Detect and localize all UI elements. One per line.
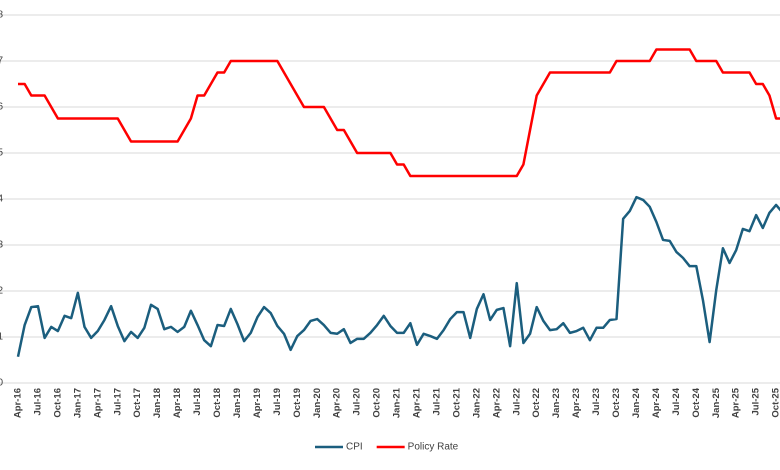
y-tick-label: 5 [0,148,3,159]
x-tick-label: Apr-17 [92,388,103,418]
x-tick-label: Jan-17 [72,388,83,418]
x-tick-label: Apr-16 [13,388,24,418]
x-tick-label: Apr-22 [491,388,502,418]
x-tick-label: Jul-17 [112,388,123,415]
y-tick-label: 3 [0,240,3,251]
legend-label: Policy Rate [408,442,459,453]
x-tick-label: Oct-21 [451,387,462,417]
x-tick-label: Oct-22 [531,388,542,418]
y-tick-label: 0 [0,378,3,389]
x-tick-label: Apr-20 [332,388,343,418]
x-tick-label: Jan-18 [152,388,163,418]
y-tick-label: 2 [0,286,3,297]
x-tick-label: Jan-19 [232,388,243,418]
line-series [16,195,780,358]
x-tick-label: Jul-18 [192,388,203,415]
x-tick-label: Oct-25 [771,387,780,417]
x-tick-label: Jul-25 [751,387,762,415]
x-tick-label: Jan-23 [551,388,562,418]
x-tick-label: Oct-17 [132,388,143,418]
x-tick-label: Apr-19 [252,388,263,418]
line-series [18,48,780,178]
x-tick-label: Jul-16 [32,388,43,415]
x-tick-label: Jul-22 [511,388,522,415]
x-tick-label: Jan-25 [711,387,722,418]
y-tick-label: 4 [0,194,3,205]
x-tick-label: Apr-24 [651,387,662,418]
y-tick-label: 1 [0,332,3,343]
x-tick-label: Jul-21 [431,387,442,415]
x-tick-label: Apr-21 [412,387,423,418]
x-tick-label: Oct-23 [611,388,622,418]
x-tick-label: Oct-20 [372,388,383,418]
x-tick-label: Oct-18 [212,388,223,418]
x-tick-label: Jan-21 [392,387,403,418]
x-tick-label: Jul-19 [272,388,283,415]
x-tick-label: Jan-22 [471,388,482,418]
x-tick-label: Oct-24 [691,387,702,417]
x-tick-label: Jan-20 [312,388,323,418]
x-tick-label: Jan-24 [631,387,642,418]
x-tick-label: Jul-24 [671,387,682,415]
x-tick-label: Oct-16 [52,388,63,418]
x-tick-label: Oct-19 [292,388,303,418]
x-tick-label: Apr-23 [571,388,582,418]
x-tick-label: Apr-18 [172,388,183,418]
x-tick-label: Jul-20 [352,388,363,415]
x-tick-label: Apr-25 [731,387,742,418]
y-tick-label: 7 [0,56,3,67]
y-tick-label: 6 [0,102,3,113]
y-tick-label: 8 [0,10,3,21]
legend-label: CPI [346,442,363,453]
x-tick-label: Jul-23 [591,388,602,415]
